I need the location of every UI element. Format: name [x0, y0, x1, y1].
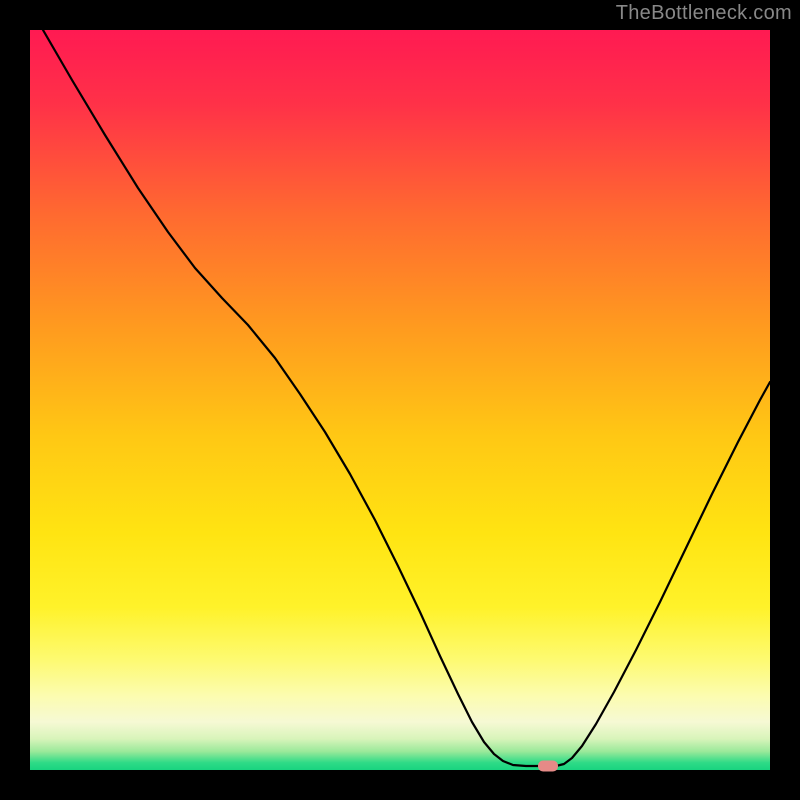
bottleneck-chart	[0, 0, 800, 800]
watermark-text: TheBottleneck.com	[616, 2, 792, 25]
plot-background	[30, 30, 770, 770]
chart-root: TheBottleneck.com	[0, 0, 800, 800]
optimal-marker	[538, 761, 558, 772]
